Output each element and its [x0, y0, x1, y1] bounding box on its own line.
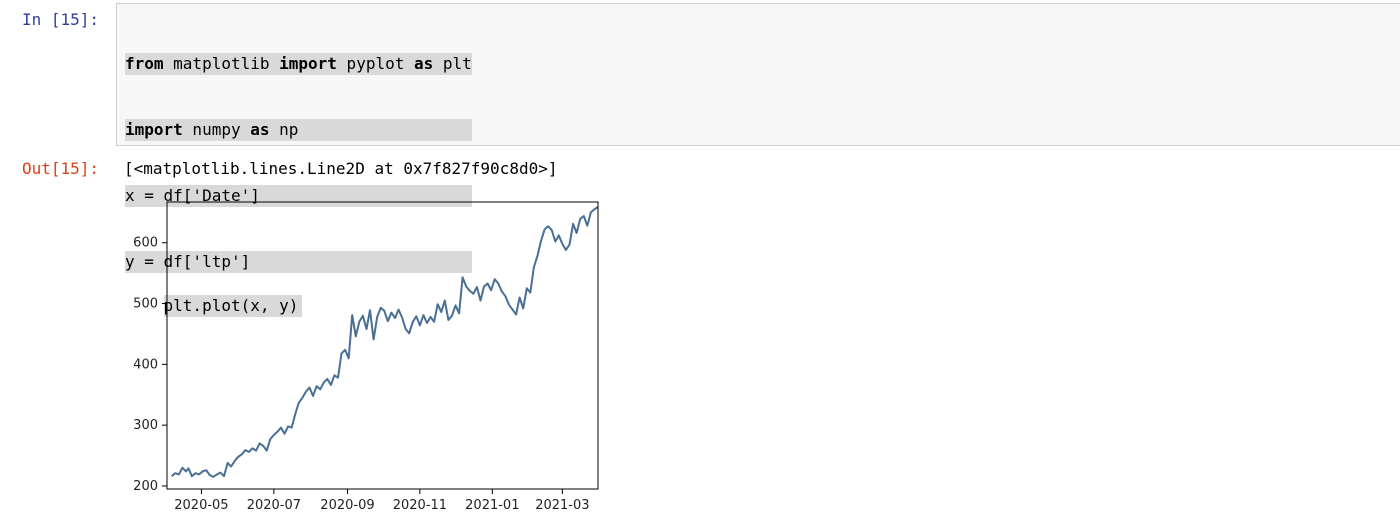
x-tick-label: 2021-03	[535, 498, 589, 513]
plot-frame	[166, 201, 599, 490]
y-tick-label: 400	[133, 357, 158, 372]
code-line: import numpy as np	[125, 119, 472, 141]
x-tick-label: 2020-05	[174, 498, 228, 513]
axis-ticks: 200 300 400 500 600 2020-05 2020-07 2020-09 2020…	[133, 236, 589, 513]
code-text: numpy	[182, 120, 251, 139]
output-text: [<matplotlib.lines.Line2D at 0x7f827f90c…	[124, 159, 558, 178]
y-tick-label: 500	[133, 297, 158, 312]
code-line: y = df['ltp']	[125, 251, 472, 273]
y-tick-label: 600	[133, 236, 158, 251]
x-tick-label: 2020-09	[320, 498, 374, 513]
input-prompt: In [15]:	[22, 10, 100, 29]
code-cell[interactable]: from matplotlib import pyplot as plt imp…	[116, 3, 1400, 317]
code-text: plt.plot(x, y)	[163, 296, 299, 315]
keyword: import	[125, 120, 183, 139]
code-text: x = df['Date']	[125, 186, 260, 205]
code-text: y = df['ltp']	[125, 252, 251, 271]
x-tick-label: 2020-07	[247, 498, 301, 513]
keyword: as	[250, 120, 270, 139]
output-prompt: Out[15]:	[22, 159, 100, 178]
x-tick-label: 2021-01	[465, 498, 519, 513]
code-text: np	[269, 120, 299, 139]
code-text: pyplot	[336, 54, 414, 73]
code-editor[interactable]: from matplotlib import pyplot as plt imp…	[125, 9, 472, 339]
code-line: from matplotlib import pyplot as plt	[125, 53, 472, 75]
keyword: from	[125, 54, 164, 73]
x-tick-label: 2020-11	[393, 498, 447, 513]
code-text: matplotlib	[163, 54, 280, 73]
keyword: as	[413, 54, 434, 73]
code-text: plt	[433, 54, 472, 73]
keyword: import	[279, 54, 337, 73]
y-tick-label: 200	[133, 479, 158, 494]
code-line: plt.plot(x, y)	[163, 295, 303, 317]
line-chart: 200 300 400 500 600 2020-05 2020-07 2020-09 2020…	[133, 201, 599, 513]
y-tick-label: 300	[133, 418, 158, 433]
series-line-ltp	[171, 206, 599, 478]
